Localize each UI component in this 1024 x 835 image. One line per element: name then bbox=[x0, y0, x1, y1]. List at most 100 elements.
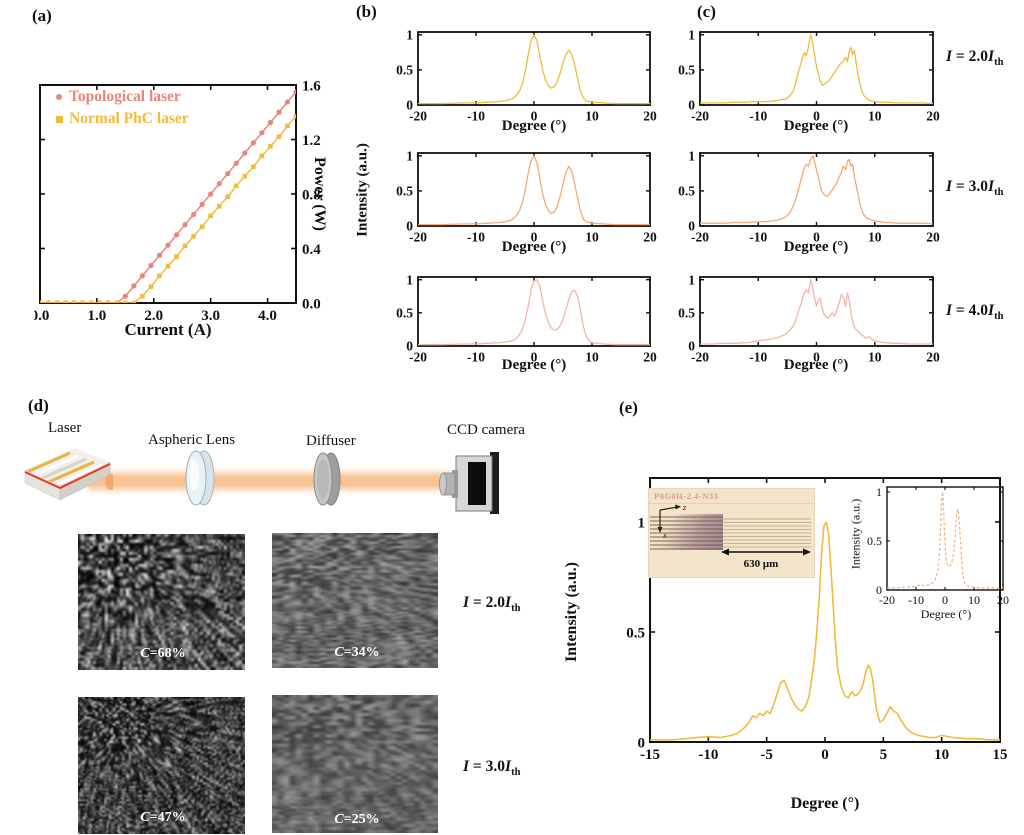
data-marker bbox=[174, 232, 179, 237]
legend-normal-label: Normal PhC laser bbox=[69, 110, 189, 128]
chart-e-inset: -20 -10 0 10 20 0 0.5 1 bbox=[861, 482, 1013, 610]
photo-stripes-right bbox=[723, 516, 811, 548]
y-tick-label: 0.5 bbox=[867, 534, 882, 548]
e-inset-xlabel: Degree (°) bbox=[866, 607, 1024, 622]
laser-chip-icon bbox=[18, 438, 113, 518]
e-xlabel: Degree (°) bbox=[745, 795, 905, 813]
data-marker bbox=[157, 253, 162, 258]
data-marker bbox=[63, 301, 68, 306]
data-marker bbox=[174, 254, 179, 259]
y-tick-label: 0.5 bbox=[678, 306, 695, 321]
y-tick-label: 0.5 bbox=[396, 184, 413, 199]
data-marker bbox=[208, 214, 213, 219]
legend-normal: Normal PhC laser bbox=[56, 110, 189, 128]
data-marker bbox=[140, 273, 145, 278]
y-tick-label: 0 bbox=[688, 219, 695, 234]
data-marker bbox=[132, 301, 137, 306]
axis-label-current: Current (A) bbox=[88, 320, 248, 340]
x-tick-label: -5 bbox=[760, 747, 773, 763]
data-marker bbox=[234, 161, 239, 166]
data-marker bbox=[260, 154, 265, 159]
data-marker bbox=[123, 301, 128, 306]
data-marker bbox=[149, 284, 154, 289]
b2-xlabel: Degree (°) bbox=[454, 239, 614, 256]
c1-xlabel: Degree (°) bbox=[736, 118, 896, 135]
legend-topological-label: Topological laser bbox=[69, 88, 181, 106]
data-marker bbox=[115, 301, 120, 306]
data-marker bbox=[131, 283, 136, 288]
axes-box bbox=[418, 32, 650, 105]
panel-b-tag: (b) bbox=[356, 2, 377, 22]
y-tick-label: 1.2 bbox=[302, 133, 321, 149]
c3-xlabel: Degree (°) bbox=[736, 357, 896, 374]
data-marker bbox=[217, 204, 222, 209]
data-marker bbox=[166, 264, 171, 269]
diffuser-icon bbox=[300, 447, 350, 513]
data-marker bbox=[225, 171, 230, 176]
caption-c34: C=34% bbox=[312, 645, 402, 661]
b3-xlabel: Degree (°) bbox=[454, 357, 614, 374]
data-marker bbox=[97, 301, 102, 306]
y-tick-label: 0 bbox=[406, 98, 413, 113]
panel-e-tag: (e) bbox=[619, 398, 638, 418]
y-tick-label: 1 bbox=[406, 272, 413, 287]
figure: (a) (b) (c) (d) (e) 0.0 1.0 2.0 3.0 4.0 0.0 0.… bbox=[0, 0, 1024, 835]
laser-beam-core bbox=[88, 476, 450, 486]
data-marker bbox=[89, 301, 94, 306]
y-tick-label: 1 bbox=[638, 515, 646, 531]
y-tick-label: 1 bbox=[406, 28, 413, 43]
x-tick-label: 0 bbox=[821, 747, 829, 763]
chart-b-row3: -20 -10 0 10 2000.51 bbox=[386, 270, 666, 364]
data-marker bbox=[123, 294, 128, 299]
data-curve bbox=[40, 116, 296, 303]
chart-c-row1: -20 -10 0 10 20 0 0.5 1 bbox=[668, 25, 949, 125]
device-photo-inset: P0G0H-2.4-N33 z x 630 μm bbox=[648, 488, 815, 578]
data-marker bbox=[148, 263, 153, 268]
data-marker bbox=[191, 212, 196, 217]
x-tick-label: 20 bbox=[643, 350, 657, 365]
chart-b-row1: -20 -10 0 10 20 0 0.5 1 bbox=[386, 25, 666, 125]
y-tick-label: 0 bbox=[638, 735, 646, 751]
data-marker bbox=[217, 181, 222, 186]
x-tick-label: 20 bbox=[926, 230, 940, 245]
data-marker bbox=[277, 134, 282, 139]
caption-c47: C=47% bbox=[118, 810, 208, 826]
y-tick-label: 1 bbox=[688, 272, 695, 287]
data-marker bbox=[285, 124, 290, 129]
data-marker bbox=[276, 110, 281, 115]
x-tick-label: 10 bbox=[934, 747, 949, 763]
aspheric-lens-icon bbox=[175, 445, 223, 513]
y-tick-label: 1 bbox=[688, 149, 695, 164]
ccd-camera-icon bbox=[438, 448, 510, 520]
ccd-camera-label: CCD camera bbox=[447, 422, 525, 439]
caption-c68: C=68% bbox=[118, 646, 208, 662]
caption-c25: C=25% bbox=[312, 812, 402, 828]
legend-topological-marker bbox=[56, 94, 62, 100]
y-tick-label: 0.4 bbox=[302, 242, 321, 258]
data-marker bbox=[242, 151, 247, 156]
c-row3-current-label: I = 4.0Ith bbox=[946, 302, 1003, 322]
x-tick-label: -10 bbox=[908, 593, 924, 607]
y-tick-label: 1 bbox=[876, 485, 882, 499]
y-tick-label: 0.5 bbox=[626, 625, 645, 641]
data-marker bbox=[200, 224, 205, 229]
data-marker bbox=[268, 120, 273, 125]
data-marker bbox=[294, 114, 299, 119]
y-tick-label: 0.0 bbox=[302, 296, 321, 312]
y-tick-label: 0 bbox=[688, 98, 695, 113]
y-tick-label: 0 bbox=[688, 339, 695, 354]
x-tick-label: 20 bbox=[643, 109, 657, 124]
b1-xlabel: Degree (°) bbox=[454, 118, 614, 135]
c-row1-current-label: I = 2.0Ith bbox=[946, 48, 1003, 68]
y-tick-label: 0.5 bbox=[396, 306, 413, 321]
data-marker bbox=[293, 89, 298, 94]
chart-c-row2: -20 -10 0 10 20 0 0.5 1 bbox=[668, 146, 949, 244]
axes-box bbox=[418, 277, 650, 346]
panel-c-tag: (c) bbox=[697, 2, 716, 22]
y-tick-label: 0.5 bbox=[678, 63, 695, 78]
data-marker bbox=[251, 140, 256, 145]
d-row2-current-label: I = 3.0Ith bbox=[463, 758, 520, 778]
y-tick-label: 1 bbox=[688, 28, 695, 43]
data-marker bbox=[251, 164, 256, 169]
chart-b-row2: -20 -10 0 10 20 0 0.5 1 bbox=[386, 146, 666, 244]
